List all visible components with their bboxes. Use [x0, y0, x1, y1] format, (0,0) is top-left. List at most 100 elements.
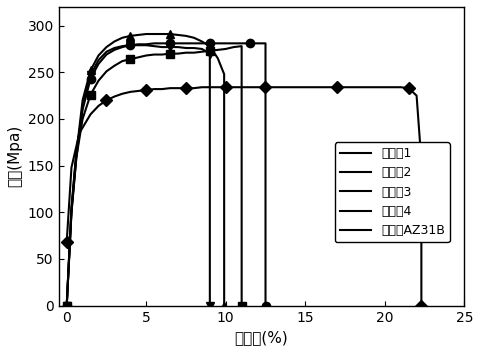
退火态AZ31B: [215, 85, 221, 89]
实施例1: [127, 57, 133, 61]
实施例3: [69, 207, 74, 212]
实施例3: [96, 54, 101, 58]
实施例2: [73, 151, 79, 156]
实施例1: [159, 52, 165, 57]
实施例3: [111, 39, 117, 44]
退火态AZ31B: [144, 88, 149, 92]
实施例1: [199, 50, 205, 54]
实施例2: [175, 41, 181, 45]
Legend: 实施例1, 实施例2, 实施例3, 实施例4, 退火态AZ31B: 实施例1, 实施例2, 实施例3, 实施例4, 退火态AZ31B: [335, 142, 450, 242]
实施例3: [199, 39, 205, 44]
Line: 实施例2: 实施例2: [67, 43, 265, 306]
退火态AZ31B: [231, 85, 237, 89]
退火态AZ31B: [271, 85, 276, 89]
实施例2: [255, 41, 261, 45]
实施例1: [239, 44, 244, 48]
实施例4: [127, 43, 133, 47]
退火态AZ31B: [104, 98, 109, 102]
实施例4: [159, 45, 165, 49]
退火态AZ31B: [223, 85, 228, 89]
退火态AZ31B: [120, 92, 125, 96]
退火态AZ31B: [76, 131, 82, 135]
实施例1: [64, 303, 70, 308]
退火态AZ31B: [135, 89, 141, 93]
实施例4: [167, 45, 173, 49]
实施例1: [135, 55, 141, 59]
实施例1: [183, 51, 189, 55]
实施例3: [73, 152, 79, 157]
实施例2: [144, 42, 149, 46]
实施例3: [64, 303, 70, 308]
实施例2: [96, 62, 101, 66]
退火态AZ31B: [318, 85, 324, 89]
实施例2: [207, 41, 213, 45]
退火态AZ31B: [127, 90, 133, 94]
实施例2: [199, 41, 205, 45]
退火态AZ31B: [287, 85, 292, 89]
实施例3: [175, 33, 181, 37]
退火态AZ31B: [175, 86, 181, 90]
实施例2: [64, 303, 70, 308]
实施例1: [207, 49, 213, 53]
实施例3: [127, 34, 133, 38]
实施例3: [215, 56, 221, 61]
实施例2: [159, 41, 165, 45]
实施例3: [221, 72, 227, 76]
退火态AZ31B: [419, 303, 424, 308]
实施例1: [191, 51, 197, 55]
退火态AZ31B: [247, 85, 252, 89]
退火态AZ31B: [64, 240, 70, 244]
实施例4: [88, 73, 94, 77]
实施例4: [73, 157, 79, 161]
实施例2: [239, 41, 244, 45]
实施例3: [144, 32, 149, 36]
实施例4: [151, 44, 157, 48]
退火态AZ31B: [239, 85, 244, 89]
实施例1: [144, 54, 149, 58]
实施例4: [104, 50, 109, 54]
实施例1: [88, 93, 94, 97]
退火态AZ31B: [366, 85, 372, 89]
实施例1: [111, 64, 117, 68]
实施例2: [151, 41, 157, 45]
实施例3: [151, 32, 157, 36]
实施例1: [175, 51, 181, 56]
实施例1: [104, 69, 109, 74]
实施例3: [80, 98, 85, 102]
退火态AZ31B: [382, 85, 388, 89]
实施例1: [151, 52, 157, 57]
实施例1: [64, 303, 70, 308]
退火态AZ31B: [419, 159, 424, 163]
Line: 退火态AZ31B: 退火态AZ31B: [67, 87, 421, 306]
实施例3: [159, 32, 165, 36]
实施例3: [207, 44, 213, 48]
实施例2: [231, 41, 237, 45]
退火态AZ31B: [350, 85, 356, 89]
实施例2: [183, 41, 189, 45]
实施例2: [88, 77, 94, 81]
实施例2: [120, 45, 125, 49]
实施例1: [96, 78, 101, 83]
退火态AZ31B: [199, 85, 205, 89]
实施例1: [80, 117, 85, 121]
实施例2: [111, 48, 117, 52]
实施例2: [135, 42, 141, 46]
实施例2: [215, 41, 221, 45]
实施例1: [215, 48, 221, 52]
实施例1: [69, 210, 74, 214]
实施例2: [223, 41, 228, 45]
实施例4: [111, 46, 117, 50]
退火态AZ31B: [414, 94, 420, 98]
实施例4: [207, 51, 213, 56]
实施例2: [167, 41, 173, 45]
X-axis label: 延伸率(%): 延伸率(%): [235, 330, 288, 345]
退火态AZ31B: [207, 85, 213, 89]
实施例1: [120, 59, 125, 63]
实施例2: [64, 303, 70, 308]
实施例4: [175, 45, 181, 49]
实施例2: [247, 41, 252, 45]
实施例2: [104, 52, 109, 57]
退火态AZ31B: [302, 85, 308, 89]
实施例3: [183, 34, 189, 38]
退火态AZ31B: [111, 94, 117, 99]
